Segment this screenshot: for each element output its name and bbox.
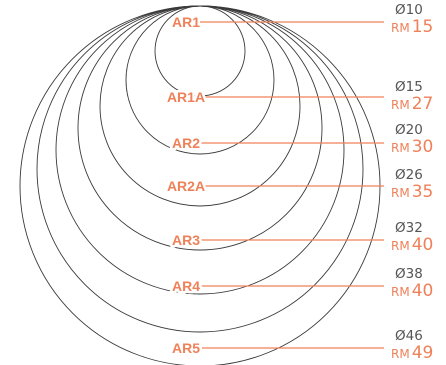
currency-label: RM: [391, 347, 410, 361]
size-code-ar1: AR1: [172, 14, 200, 30]
size-code-ar1a: AR1A: [167, 89, 205, 105]
diameter-ar2: Ø20: [395, 122, 423, 138]
size-code-ar3: AR3: [172, 232, 200, 248]
size-code-ar2a: AR2A: [167, 178, 205, 194]
currency-label: RM: [391, 141, 410, 155]
price-value: 49: [412, 343, 434, 363]
price-value: 27: [412, 94, 434, 114]
price-value: 35: [412, 182, 434, 202]
size-labels: AR1 AR1A AR2 AR2A AR3 AR4 AR5: [164, 12, 207, 359]
price-value: 30: [412, 137, 434, 157]
ring-ar2: [99, 5, 301, 207]
diameter-ar4: Ø38: [395, 266, 423, 282]
size-code-ar2: AR2: [172, 135, 200, 151]
currency-label: RM: [391, 186, 410, 200]
price-ar2a: RM 35: [391, 182, 433, 202]
size-code-ar4: AR4: [172, 278, 200, 294]
price-ar1: RM 15: [391, 17, 433, 37]
currency-label: RM: [391, 285, 410, 299]
price-ar1a: RM 27: [391, 94, 433, 114]
currency-label: RM: [391, 21, 410, 35]
diameter-ar1a: Ø15: [395, 79, 423, 95]
diameter-ar5: Ø46: [395, 328, 423, 344]
price-ar2: RM 30: [391, 137, 433, 157]
currency-label: RM: [391, 239, 410, 253]
leader-lines: [200, 21, 384, 349]
currency-label: RM: [391, 98, 410, 112]
size-code-ar5: AR5: [172, 340, 200, 356]
diameter-ar3: Ø32: [395, 220, 423, 236]
diameter-ar1: Ø10: [395, 2, 423, 18]
price-ar3: RM 40: [391, 235, 433, 255]
price-value: 40: [412, 235, 434, 255]
price-value: 40: [412, 281, 434, 301]
price-ar4: RM 40: [391, 281, 433, 301]
ring-ar2a: [77, 5, 323, 251]
diameter-ar2a: Ø26: [395, 167, 423, 183]
price-ar5: RM 49: [391, 343, 433, 363]
price-value: 15: [412, 17, 434, 37]
